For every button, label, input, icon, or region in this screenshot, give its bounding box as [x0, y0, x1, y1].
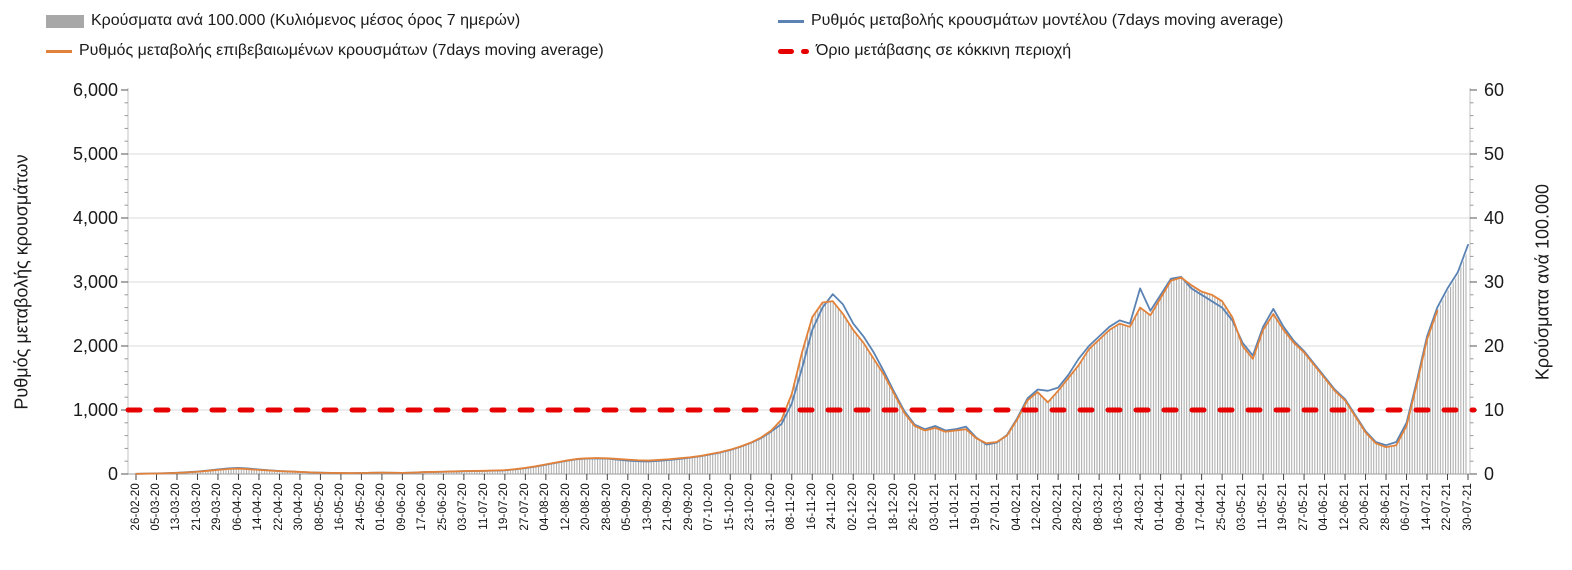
confirmed-line [135, 276, 1439, 475]
legend-item-cases-bar: Κρούσματα ανά 100.000 (Κυλιόμενος μέσος … [46, 12, 520, 30]
legend-item-model-line: Ρυθμός μεταβολής κρουσμάτων μοντέλου (7d… [778, 12, 1283, 30]
legend-label: Κρούσματα ανά 100.000 (Κυλιόμενος μέσος … [91, 12, 521, 29]
y-axis-tick-label: 60 [1484, 80, 1505, 100]
y-axis-tick-label: 0 [107, 464, 118, 484]
legend-item-confirmed-line: Ρυθμός μεταβολής επιβεβαιωμένων κρουσμάτ… [46, 42, 604, 60]
gray-bar-swatch-icon [46, 14, 84, 28]
legend-item-threshold: Όριο μετάβασης σε κόκκινη περιοχή [778, 42, 1071, 60]
y-axis-tick-label: 5,000 [72, 144, 118, 164]
y-axis-tick-label: 10 [1484, 400, 1505, 420]
y-axis-tick-label: 20 [1484, 336, 1505, 356]
blue-line-swatch-icon [778, 19, 804, 23]
y-axis-tick-label: 1,000 [72, 400, 118, 420]
y-axis-tick-label: 40 [1484, 208, 1505, 228]
orange-line-swatch-icon [46, 49, 72, 53]
legend-label: Ρυθμός μεταβολής επιβεβαιωμένων κρουσμάτ… [79, 42, 604, 59]
y-axis-tick-label: 2,000 [72, 336, 118, 356]
y-axis-tick-label: 6,000 [72, 80, 118, 100]
legend-label: Ρυθμός μεταβολής κρουσμάτων μοντέλου (7d… [811, 12, 1284, 29]
y-axis-tick-label: 50 [1484, 144, 1505, 164]
y-axis-tick-label: 4,000 [72, 208, 118, 228]
bars-series [136, 250, 1468, 474]
legend-label: Όριο μετάβασης σε κόκκινη περιοχή [816, 42, 1072, 59]
y-axis-tick-label: 3,000 [72, 272, 118, 292]
y-axis-tick-label: 0 [1484, 464, 1495, 484]
red-dashed-swatch-icon [778, 48, 809, 54]
y-axis-tick-label: 30 [1484, 272, 1505, 292]
